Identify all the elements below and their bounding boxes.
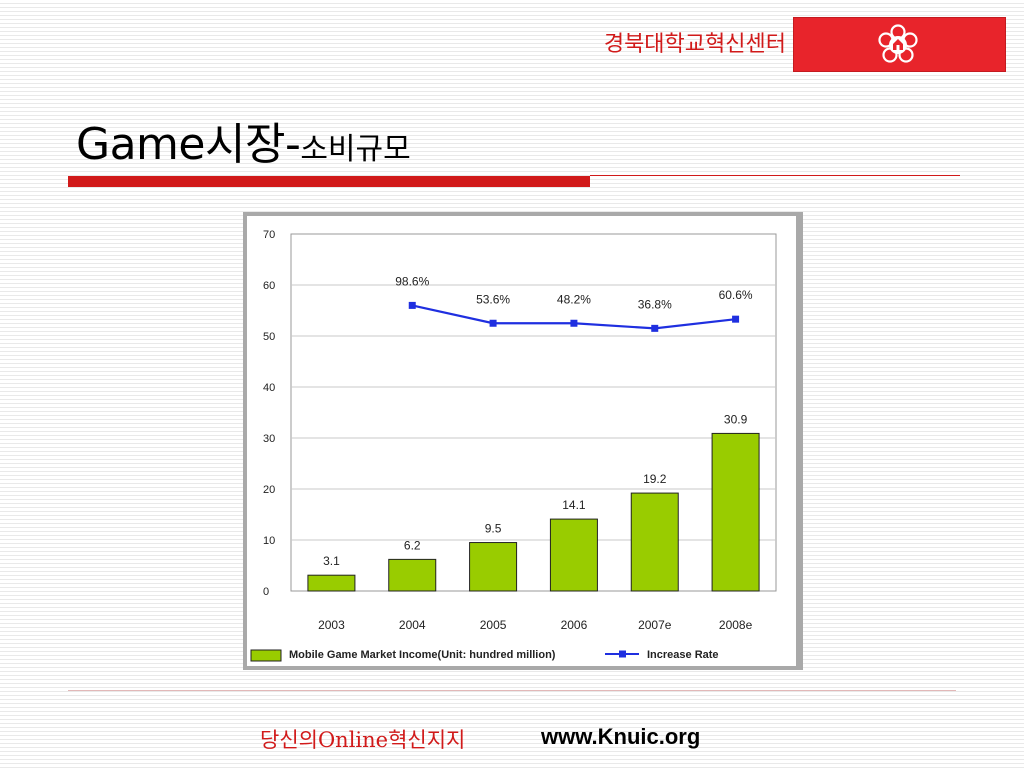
bar-value-label: 6.2 — [404, 538, 421, 552]
rate-value-label: 36.8% — [638, 297, 672, 311]
plot-area — [290, 233, 777, 592]
rate-point — [570, 319, 578, 327]
y-tick-label: 50 — [263, 331, 275, 343]
bar — [469, 542, 518, 592]
x-tick-label: 2007e — [638, 618, 672, 632]
title-underline-thick — [68, 176, 590, 187]
legend-swatch-point — [619, 650, 626, 658]
bar — [549, 518, 598, 592]
rate-point — [651, 324, 659, 332]
market-chart: 0 10 20 30 40 50 60 70 2003 2004 2005 2006 2007e 2008… — [250, 229, 777, 662]
x-tick-label: 2004 — [399, 618, 426, 632]
bar — [388, 558, 437, 592]
y-tick-label: 70 — [263, 229, 275, 241]
title-underline-thin — [590, 175, 960, 176]
slide-title-main: Game시장- — [76, 119, 301, 170]
footer-url: www.Knuic.org — [541, 724, 701, 749]
rate-value-label: 48.2% — [557, 292, 591, 306]
y-tick-label: 10 — [263, 535, 275, 547]
rate-point — [732, 315, 740, 323]
chart-frame: 0 10 20 30 40 50 60 70 2003 2004 2005 2006 2007e 2008… — [243, 212, 803, 670]
bar-value-label: 3.1 — [323, 554, 340, 568]
y-tick-label: 40 — [263, 382, 275, 394]
header-organization-name: 경북대학교혁신센터 — [603, 32, 786, 57]
y-tick-label: 0 — [263, 586, 269, 598]
rate-point — [489, 319, 497, 327]
footer-slogan: 당신의Online혁신지지 — [260, 728, 466, 752]
slide-title-sub: 소비규모 — [300, 132, 411, 167]
x-tick-label: 2005 — [480, 618, 507, 632]
legend-swatch-bar — [250, 649, 282, 662]
rate-value-label: 53.6% — [476, 292, 510, 306]
rate-point — [408, 301, 416, 309]
bar-value-label: 9.5 — [485, 522, 502, 536]
y-tick-label: 20 — [263, 484, 275, 496]
bar — [711, 432, 760, 592]
y-tick-label: 30 — [263, 433, 275, 445]
bar — [630, 492, 679, 592]
x-tick-label: 2003 — [318, 618, 345, 632]
slide-title: Game시장-소비규모 — [76, 108, 411, 172]
y-tick-label: 60 — [263, 280, 275, 292]
x-tick-label: 2008e — [719, 618, 753, 632]
x-tick-label: 2006 — [561, 618, 588, 632]
legend-label-line: Increase Rate — [647, 649, 719, 661]
bar-value-label: 14.1 — [562, 498, 586, 512]
bar-value-label: 19.2 — [643, 472, 667, 486]
footer-divider — [68, 690, 956, 691]
chart-panel: 0 10 20 30 40 50 60 70 2003 2004 2005 2006 2007e 2008… — [247, 216, 796, 666]
bar-value-label: 30.9 — [724, 412, 748, 426]
bar — [307, 574, 356, 592]
university-emblem-icon — [878, 24, 918, 63]
brand-banner — [793, 17, 1006, 72]
rate-value-label: 98.6% — [395, 274, 429, 288]
rate-value-label: 60.6% — [719, 288, 753, 302]
legend-label-bar: Mobile Game Market Income(Unit: hundred … — [289, 649, 556, 661]
